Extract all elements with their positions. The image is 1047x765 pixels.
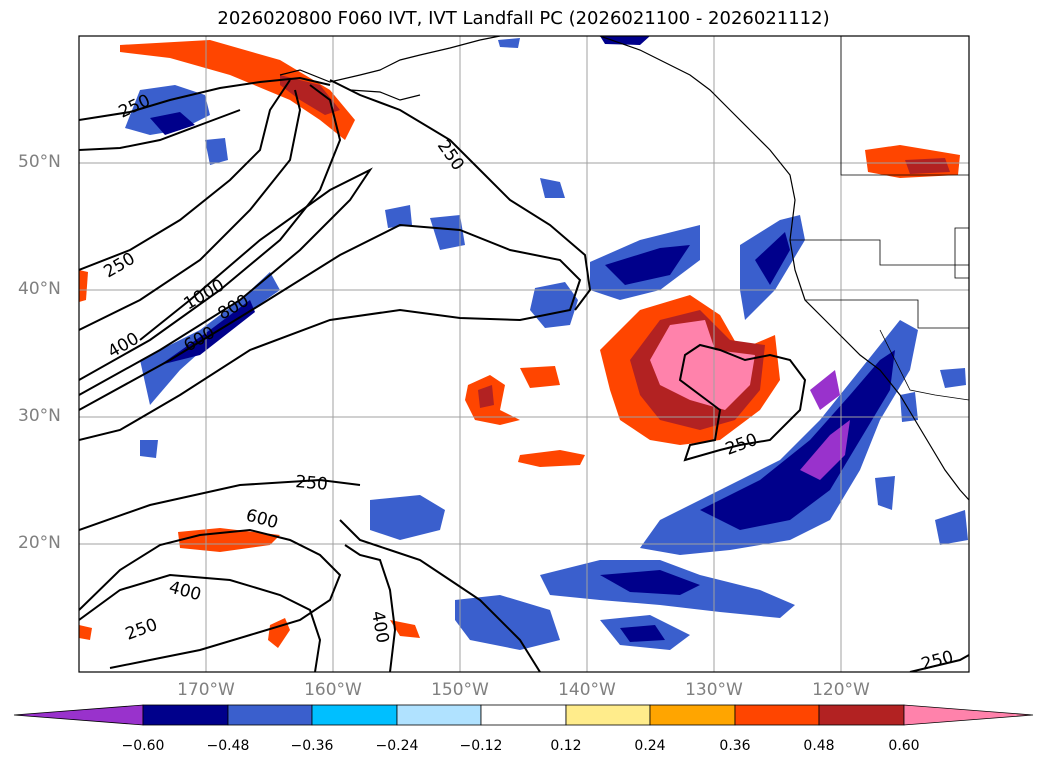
map-frame xyxy=(78,35,970,673)
colorbar-tick-label: 0.48 xyxy=(803,738,835,754)
colorbar xyxy=(13,704,1034,726)
colorbar-tick-label: 0.24 xyxy=(634,738,666,754)
colorbar-tick-label: 0.60 xyxy=(888,738,920,754)
lon-label: 120°W xyxy=(812,680,870,700)
map-area xyxy=(79,36,969,672)
colorbar-segment xyxy=(903,704,1034,726)
colorbar-tick-label: 0.36 xyxy=(719,738,751,754)
lat-label: 30°N xyxy=(18,406,61,426)
colorbar-segment xyxy=(565,704,651,726)
colorbar-segment xyxy=(311,704,398,726)
colorbar-tick-label: −0.36 xyxy=(290,738,334,754)
colorbar-segment xyxy=(227,704,313,726)
colorbar-segment xyxy=(649,704,736,726)
ivt-contours xyxy=(79,76,969,672)
lon-label: 170°W xyxy=(177,680,235,700)
positive-pc-field xyxy=(79,40,960,648)
colorbar-tick-label: 0.12 xyxy=(550,738,582,754)
colorbar-segment xyxy=(818,704,905,726)
colorbar-segment xyxy=(734,704,820,726)
coastlines xyxy=(279,36,969,501)
colorbar-tick-label: −0.60 xyxy=(121,738,165,754)
lon-label: 160°W xyxy=(304,680,362,700)
lat-label: 20°N xyxy=(18,533,61,553)
colorbar-segment xyxy=(142,704,229,726)
lon-label: 140°W xyxy=(558,680,616,700)
lat-label: 50°N xyxy=(18,152,61,172)
contour-label: 250 xyxy=(295,472,329,495)
colorbar-segment xyxy=(480,704,567,726)
map-title: 2026020800 F060 IVT, IVT Landfall PC (20… xyxy=(217,8,830,29)
negative-pc-field xyxy=(125,36,968,650)
lat-label: 40°N xyxy=(18,279,61,299)
colorbar-tick-label: −0.12 xyxy=(459,738,503,754)
colorbar-segment xyxy=(13,704,144,726)
borders xyxy=(790,36,969,401)
lon-label: 130°W xyxy=(685,680,743,700)
colorbar-tick-label: −0.24 xyxy=(375,738,419,754)
colorbar-segment xyxy=(396,704,482,726)
lon-label: 150°W xyxy=(431,680,489,700)
colorbar-tick-label: −0.48 xyxy=(206,738,250,754)
